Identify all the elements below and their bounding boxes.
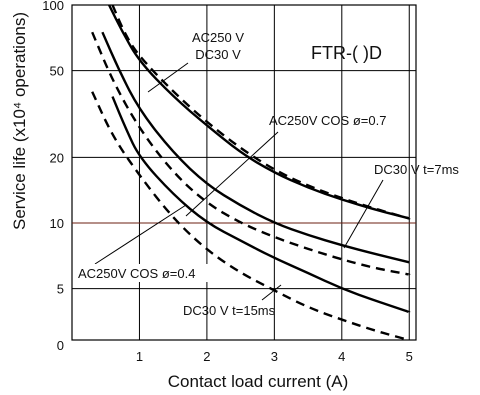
- x-tick-label-3: 3: [271, 349, 278, 364]
- annotation-t15: DC30 V t=15ms: [183, 303, 276, 318]
- y-tick-label-0: 0: [57, 338, 64, 353]
- plot-frame: [71, 4, 417, 341]
- annotation-t7: DC30 V t=7ms: [374, 162, 459, 177]
- curves: [91, 4, 411, 342]
- leader-line-5: [261, 284, 282, 301]
- y-tick-label-100: 100: [42, 0, 64, 13]
- y-tick-label-50: 50: [50, 64, 64, 79]
- x-tick-label-4: 4: [338, 349, 345, 364]
- y-tick-label-5: 5: [57, 282, 64, 297]
- x-axis-title: Contact load current (A): [168, 372, 348, 391]
- x-tick-label-5: 5: [406, 349, 413, 364]
- leader-line-3: [343, 179, 384, 249]
- annotation-cos04: AC250V COS ø=0.4: [78, 266, 195, 281]
- annotation-ac250v: AC250 V: [192, 30, 244, 45]
- annotation-cos07: AC250V COS ø=0.7: [269, 113, 386, 128]
- y-tick-label-20: 20: [50, 150, 64, 165]
- annotation-dc30v: DC30 V: [195, 47, 241, 62]
- y-tick-label-10: 10: [50, 216, 64, 231]
- curve-1: [108, 4, 410, 220]
- x-tick-label-2: 2: [203, 349, 210, 364]
- leader-line-1: [147, 62, 189, 93]
- annotation-cos04-bg: [76, 264, 229, 282]
- leader-lines: [94, 62, 384, 301]
- model-label: FTR-( )D: [311, 43, 382, 63]
- leader-line-2: [185, 131, 279, 217]
- curve-5: [111, 96, 410, 314]
- leader-line-4: [94, 204, 187, 265]
- curve-4: [91, 31, 411, 276]
- curve-3: [101, 31, 410, 264]
- curve-2: [111, 4, 411, 220]
- curve-6: [91, 91, 411, 342]
- y-axis-title: Service life (x10⁴ operations): [10, 12, 29, 230]
- grid: [71, 4, 417, 341]
- x-tick-label-1: 1: [136, 349, 143, 364]
